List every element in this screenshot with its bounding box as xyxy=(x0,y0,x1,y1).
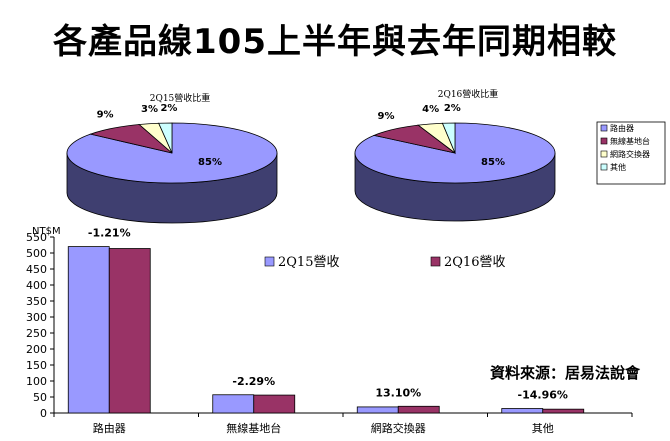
change-annotation: -14.96% xyxy=(518,389,568,402)
pie-legend-swatch xyxy=(600,150,608,158)
pie-slice-4 xyxy=(158,122,173,154)
bar-1-3 xyxy=(356,406,399,414)
x-tick-label: 網路交換器 xyxy=(371,421,426,435)
y-tick-label: 300 xyxy=(26,311,47,324)
pie-slice-label: 2% xyxy=(160,103,177,114)
pie-chart-1: 2Q15營收比重 85% 9% 3% 2% xyxy=(66,92,278,224)
y-tick-label: 350 xyxy=(26,295,47,308)
bar-1-4 xyxy=(501,408,544,414)
bar-2-1 xyxy=(108,248,151,414)
pie-slice-label: 2% xyxy=(444,103,461,114)
pie-legend-label: 路由器 xyxy=(610,123,634,133)
pie-legend-swatch xyxy=(600,137,608,145)
y-tick-label: 150 xyxy=(26,359,47,372)
change-annotation: -2.29% xyxy=(232,375,275,388)
y-tick-label: 100 xyxy=(26,375,47,388)
bar-1-1 xyxy=(67,246,110,414)
bar-legend-swatch xyxy=(264,256,275,267)
y-tick-label: 500 xyxy=(26,247,47,260)
change-annotation: 13.10% xyxy=(375,386,421,399)
pie-title: 2Q16營收比重 xyxy=(438,88,499,100)
y-tick-label: 0 xyxy=(40,407,47,420)
page-title: 各產品線105上半年與去年同期相較 xyxy=(53,22,617,62)
pie-slice-label: 9% xyxy=(378,111,395,122)
y-tick-label: 50 xyxy=(33,391,47,404)
bar-2-2 xyxy=(253,394,296,414)
pie-legend-swatch xyxy=(600,124,608,132)
bar-1-2 xyxy=(212,394,255,414)
x-tick-label: 路由器 xyxy=(93,421,126,435)
pie-slice-label: 3% xyxy=(141,104,158,115)
y-tick-label: 200 xyxy=(26,343,47,356)
pie-title: 2Q15營收比重 xyxy=(150,92,211,104)
pie-legend-box xyxy=(596,121,666,185)
pie-chart-2: 2Q16營收比重 85% 9% 4% 2% xyxy=(354,88,556,222)
bar-legend-label: 2Q15營收 xyxy=(278,255,339,270)
y-tick-label: 550 xyxy=(26,231,47,244)
pie-legend-swatch xyxy=(600,163,608,171)
pie-slice-label: 85% xyxy=(198,157,222,168)
source-note: 資料來源：居易法說會 xyxy=(490,364,641,382)
bar-2-4 xyxy=(542,408,585,414)
y-tick-label: 450 xyxy=(26,263,47,276)
change-annotation: -1.21% xyxy=(88,227,131,240)
pie-legend-label: 網路交換器 xyxy=(610,149,650,159)
pie-slice-label: 9% xyxy=(97,110,114,121)
pie-slice-label: 4% xyxy=(422,104,439,115)
bar-legend-label: 2Q16營收 xyxy=(444,255,505,270)
y-axis-label: NT$M xyxy=(32,226,61,237)
y-tick-label: 400 xyxy=(26,279,47,292)
x-tick-label: 無線基地台 xyxy=(226,421,281,435)
pie-legend-label: 無線基地台 xyxy=(610,136,650,146)
pie-slice-label: 85% xyxy=(481,157,505,168)
pie-legend-label: 其他 xyxy=(610,162,626,172)
bar-chart: NT$M 0 50 100 150 200 250 300 350 400 450 500 550 路由器… xyxy=(26,226,633,435)
x-tick-label: 其他 xyxy=(532,422,554,435)
pie-slice-4 xyxy=(441,122,456,154)
bar-legend-swatch xyxy=(430,256,441,267)
bar-2-3 xyxy=(397,405,440,414)
y-tick-label: 250 xyxy=(26,327,47,340)
